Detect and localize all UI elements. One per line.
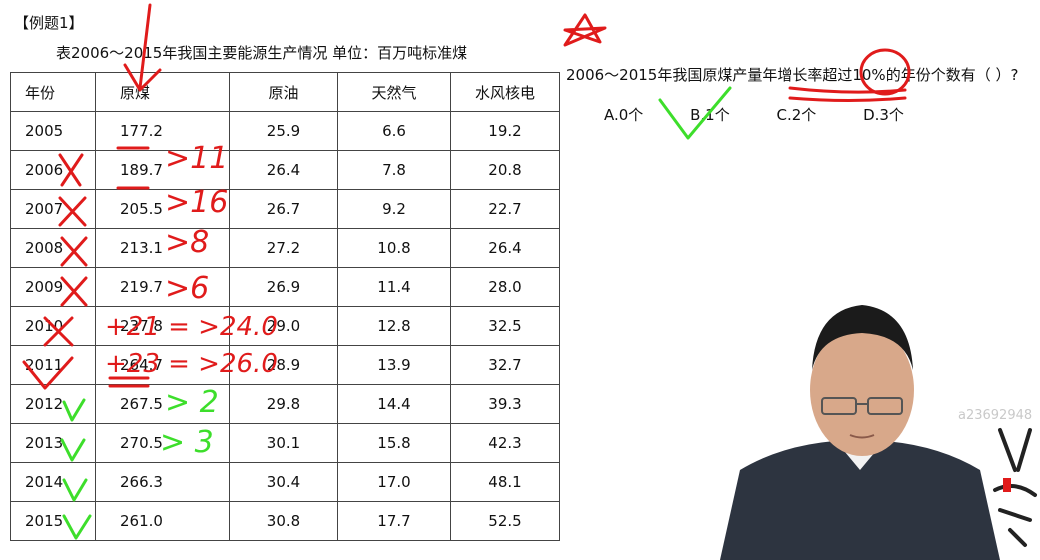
cell-hydro: 22.7	[450, 189, 560, 229]
cell-hydro: 32.5	[450, 306, 560, 346]
header-oil: 原油	[229, 72, 338, 112]
cell-hydro: 19.2	[450, 111, 560, 151]
cell-oil: 26.7	[229, 189, 338, 229]
option-c[interactable]: C.2个	[776, 106, 817, 124]
cell-oil: 25.9	[229, 111, 338, 151]
cell-hydro: 52.5	[450, 501, 560, 541]
cell-gas: 13.9	[337, 345, 451, 385]
option-d[interactable]: D.3个	[863, 106, 904, 124]
cell-gas: 11.4	[337, 267, 451, 307]
option-a[interactable]: A.0个	[604, 106, 644, 124]
header-hydro-wind-nuclear: 水风核电	[450, 72, 560, 112]
cell-hydro: 28.0	[450, 267, 560, 307]
cell-hydro: 39.3	[450, 384, 560, 424]
cell-gas: 14.4	[337, 384, 451, 424]
cell-hydro: 32.7	[450, 345, 560, 385]
table-row: 2005 177.2 25.9 6.6 19.2	[10, 111, 560, 151]
header-gas: 天然气	[337, 72, 451, 112]
cell-coal: 267.5	[95, 384, 230, 424]
cell-coal: 261.0	[95, 501, 230, 541]
cell-coal: 177.2	[95, 111, 230, 151]
cell-hydro: 26.4	[450, 228, 560, 268]
energy-production-table: 年份 原煤 原油 天然气 水风核电 2005 177.2 25.9 6.6 19.2 2…	[10, 72, 560, 541]
cell-coal: 266.3	[95, 462, 230, 502]
example-title: 【例题1】	[14, 14, 84, 32]
header-year: 年份	[10, 72, 96, 112]
cell-gas: 12.8	[337, 306, 451, 346]
cell-hydro: 20.8	[450, 150, 560, 190]
cell-hydro: 42.3	[450, 423, 560, 463]
table-header-row: 年份 原煤 原油 天然气 水风核电	[10, 72, 560, 112]
cell-gas: 17.7	[337, 501, 451, 541]
cell-oil: 26.4	[229, 150, 338, 190]
cell-hydro: 48.1	[450, 462, 560, 502]
watermark: a23692948	[958, 408, 1033, 423]
table-row: 2012 267.5 29.8 14.4 39.3	[10, 384, 560, 424]
cell-oil: 27.2	[229, 228, 338, 268]
cell-year: 2005	[10, 111, 96, 151]
table-row: 2007 205.5 26.7 9.2 22.7	[10, 189, 560, 229]
cell-gas: 15.8	[337, 423, 451, 463]
logo-seal	[993, 428, 1037, 547]
cell-oil: 26.9	[229, 267, 338, 307]
cell-oil: 30.4	[229, 462, 338, 502]
cell-oil: 30.1	[229, 423, 338, 463]
cell-gas: 7.8	[337, 150, 451, 190]
presenter-figure	[720, 305, 1000, 560]
